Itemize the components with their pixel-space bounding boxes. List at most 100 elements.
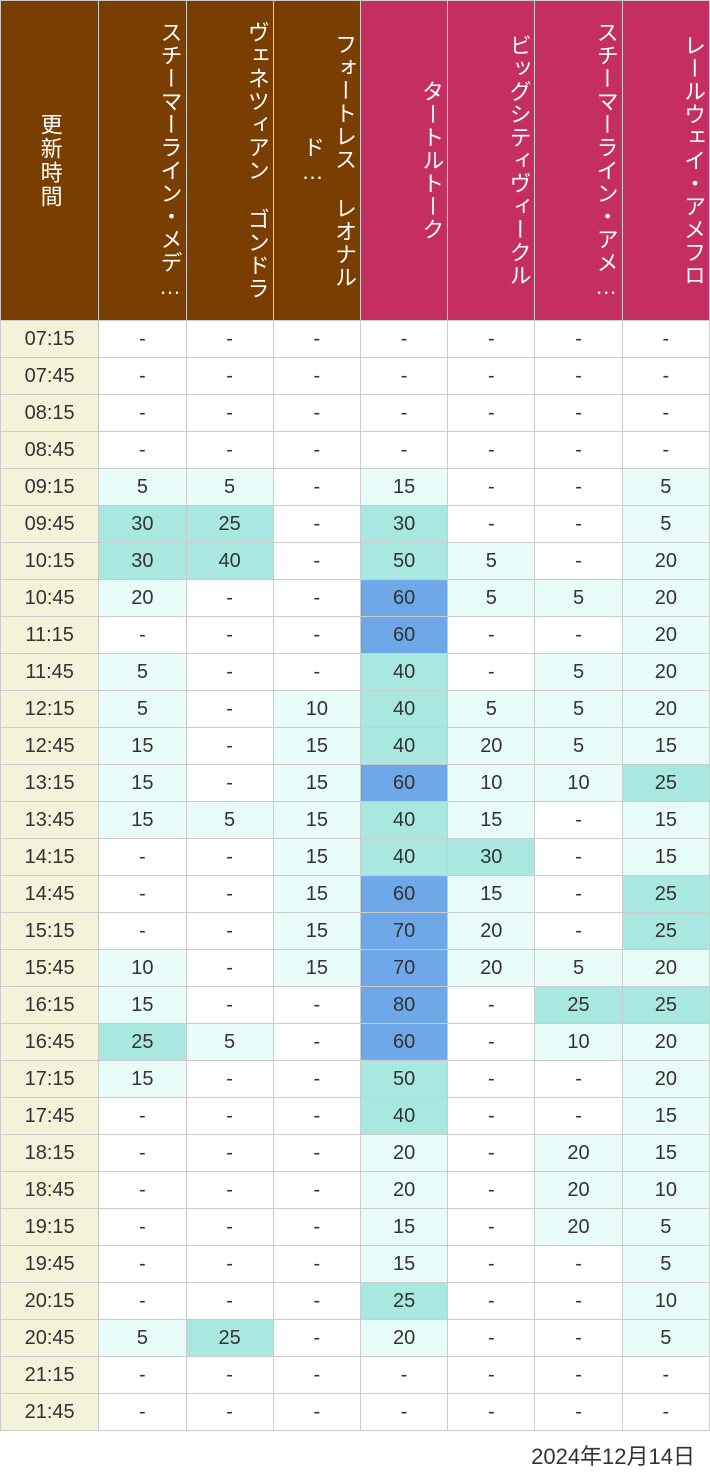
- data-cell: 25: [535, 987, 622, 1024]
- data-cell: -: [535, 1394, 622, 1431]
- data-cell: 15: [99, 1061, 186, 1098]
- data-cell: 5: [448, 543, 535, 580]
- data-cell: -: [535, 1283, 622, 1320]
- data-cell: 5: [448, 691, 535, 728]
- data-cell: -: [535, 1098, 622, 1135]
- data-cell: -: [448, 1098, 535, 1135]
- data-cell: 5: [535, 950, 622, 987]
- data-cell: 20: [535, 1135, 622, 1172]
- data-cell: 30: [99, 506, 186, 543]
- table-row: 08:15-------: [1, 395, 710, 432]
- wait-time-table-container: 更新時間 スチーマーライン・メデ…ヴェネツィアン ゴンドラフォートレス レオナル…: [0, 0, 710, 1479]
- data-cell: -: [535, 506, 622, 543]
- data-cell: -: [535, 1246, 622, 1283]
- data-cell: 15: [622, 839, 709, 876]
- data-cell: 5: [186, 802, 273, 839]
- data-cell: -: [360, 432, 447, 469]
- time-cell: 08:45: [1, 432, 99, 469]
- data-cell: 30: [99, 543, 186, 580]
- data-cell: -: [622, 358, 709, 395]
- data-cell: 15: [622, 1098, 709, 1135]
- data-cell: -: [535, 543, 622, 580]
- data-cell: 20: [622, 580, 709, 617]
- time-cell: 12:45: [1, 728, 99, 765]
- data-cell: -: [186, 654, 273, 691]
- data-cell: -: [273, 987, 360, 1024]
- data-cell: 15: [360, 1209, 447, 1246]
- data-cell: 60: [360, 580, 447, 617]
- table-row: 15:4510-157020520: [1, 950, 710, 987]
- col-header-1: ヴェネツィアン ゴンドラ: [186, 1, 273, 321]
- data-cell: 40: [360, 691, 447, 728]
- data-cell: 80: [360, 987, 447, 1024]
- data-cell: -: [186, 728, 273, 765]
- data-cell: 20: [622, 1024, 709, 1061]
- data-cell: 30: [360, 506, 447, 543]
- table-row: 09:1555-15--5: [1, 469, 710, 506]
- data-cell: 20: [448, 728, 535, 765]
- table-row: 16:1515--80-2525: [1, 987, 710, 1024]
- data-cell: -: [273, 543, 360, 580]
- data-cell: -: [448, 1246, 535, 1283]
- data-cell: -: [186, 395, 273, 432]
- data-cell: -: [186, 839, 273, 876]
- data-cell: -: [448, 469, 535, 506]
- time-cell: 11:15: [1, 617, 99, 654]
- data-cell: -: [273, 1061, 360, 1098]
- data-cell: -: [273, 580, 360, 617]
- data-cell: -: [535, 1357, 622, 1394]
- data-cell: -: [186, 1061, 273, 1098]
- data-cell: -: [273, 432, 360, 469]
- data-cell: -: [99, 432, 186, 469]
- data-cell: -: [622, 1357, 709, 1394]
- table-body: 07:15-------07:45-------08:15-------08:4…: [1, 321, 710, 1431]
- data-cell: 15: [273, 802, 360, 839]
- data-cell: 15: [448, 802, 535, 839]
- data-cell: -: [273, 1283, 360, 1320]
- data-cell: -: [273, 1135, 360, 1172]
- table-row: 18:45---20-2010: [1, 1172, 710, 1209]
- data-cell: -: [535, 617, 622, 654]
- col-header-5: スチーマーライン・アメ…: [535, 1, 622, 321]
- data-cell: 25: [622, 876, 709, 913]
- data-cell: 20: [622, 1061, 709, 1098]
- time-cell: 20:15: [1, 1283, 99, 1320]
- time-header: 更新時間: [1, 1, 99, 321]
- col-header-6: レールウェイ・アメフロ: [622, 1, 709, 321]
- data-cell: -: [186, 765, 273, 802]
- data-cell: -: [535, 913, 622, 950]
- data-cell: 40: [360, 728, 447, 765]
- data-cell: -: [448, 1209, 535, 1246]
- data-cell: 5: [622, 469, 709, 506]
- data-cell: -: [99, 1283, 186, 1320]
- data-cell: 15: [99, 802, 186, 839]
- data-cell: 5: [622, 1246, 709, 1283]
- data-cell: -: [622, 321, 709, 358]
- data-cell: 15: [360, 1246, 447, 1283]
- time-cell: 13:15: [1, 765, 99, 802]
- data-cell: -: [99, 1209, 186, 1246]
- data-cell: -: [448, 321, 535, 358]
- table-row: 18:15---20-2015: [1, 1135, 710, 1172]
- data-cell: -: [99, 1357, 186, 1394]
- time-cell: 11:45: [1, 654, 99, 691]
- footer-date: 2024年12月14日: [0, 1431, 710, 1479]
- data-cell: 5: [186, 469, 273, 506]
- data-cell: -: [273, 358, 360, 395]
- data-cell: -: [448, 1283, 535, 1320]
- data-cell: 40: [360, 654, 447, 691]
- data-cell: 20: [360, 1320, 447, 1357]
- table-row: 12:155-10405520: [1, 691, 710, 728]
- time-cell: 10:45: [1, 580, 99, 617]
- data-cell: 15: [622, 728, 709, 765]
- data-cell: -: [448, 987, 535, 1024]
- data-cell: -: [99, 1135, 186, 1172]
- time-cell: 21:15: [1, 1357, 99, 1394]
- data-cell: -: [273, 321, 360, 358]
- data-cell: 40: [360, 802, 447, 839]
- time-cell: 14:45: [1, 876, 99, 913]
- data-cell: 70: [360, 950, 447, 987]
- time-cell: 19:15: [1, 1209, 99, 1246]
- time-cell: 08:15: [1, 395, 99, 432]
- data-cell: 15: [273, 765, 360, 802]
